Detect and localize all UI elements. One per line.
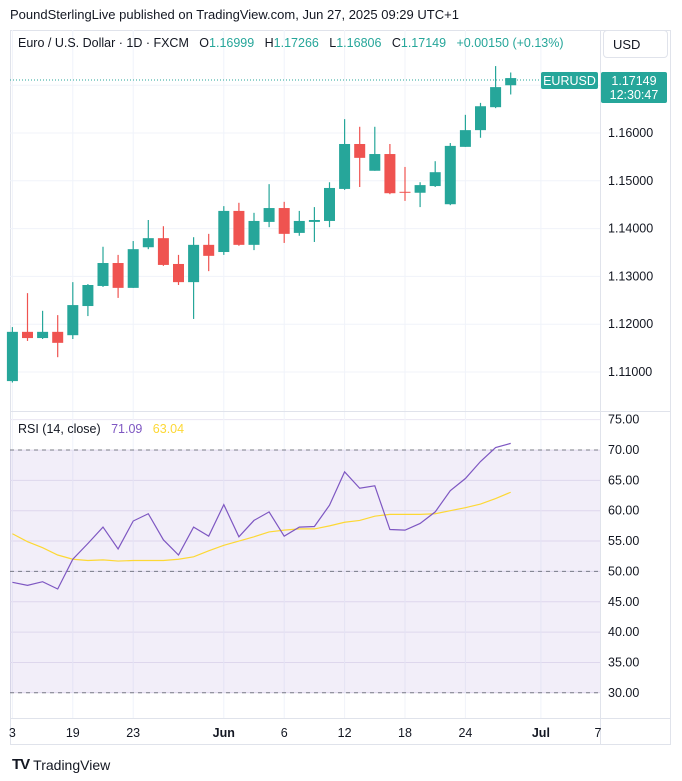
candle-up	[127, 249, 139, 288]
open-label: O	[199, 36, 210, 50]
high-label: H	[264, 36, 274, 50]
bar-countdown: 12:30:47	[610, 88, 659, 102]
price-tick-label: 1.14000	[608, 222, 653, 236]
low-label: L	[329, 36, 337, 50]
price-tick-label: 1.12000	[608, 317, 653, 331]
candle-up	[67, 305, 79, 336]
candle-down	[233, 210, 245, 245]
candle-up	[490, 87, 502, 108]
candle-up	[369, 154, 381, 171]
candle-up	[37, 331, 49, 339]
currency-button[interactable]: USD	[603, 30, 668, 58]
candle-down	[278, 208, 290, 234]
rsi-title[interactable]: RSI (14, close)	[18, 422, 101, 436]
time-tick-label: 6	[281, 726, 288, 740]
candle-down	[22, 331, 33, 339]
candle-down	[203, 244, 215, 256]
time-tick-label: 23	[126, 726, 140, 740]
candle-up	[414, 185, 426, 193]
close-label: C	[391, 36, 401, 50]
time-tick-label: 7	[595, 726, 602, 740]
chart-frame	[10, 30, 671, 745]
candle-up	[339, 143, 351, 189]
candle-down	[384, 154, 396, 194]
price-tick-label: 1.15000	[608, 174, 653, 188]
candle-up	[97, 263, 109, 286]
time-tick-label: 12	[338, 726, 352, 740]
candles	[6, 66, 517, 383]
rsi-tick-label: 65.00	[608, 473, 639, 487]
close-value: 1.17149	[400, 36, 447, 50]
candle-down	[354, 143, 366, 158]
rsi-tick-label: 55.00	[608, 534, 639, 548]
rsi-tick-label: 45.00	[608, 595, 639, 609]
time-tick-label: Jul	[532, 726, 550, 740]
change-value: +0.00150 (+0.13%)	[456, 36, 564, 50]
symbol-legend: Euro / U.S. Dollar · 1D · FXCM O1.16999 …	[18, 36, 564, 50]
candle-up	[475, 106, 486, 131]
candle-up	[188, 244, 200, 283]
candle-up	[444, 145, 456, 205]
rsi-tick-label: 30.00	[608, 686, 639, 700]
time-tick-label: 18	[398, 726, 412, 740]
tradingview-brand[interactable]: TradingView	[33, 756, 111, 773]
rsi-ma-line	[12, 491, 511, 562]
price-axis: 1.16000 1.15000 1.14000 1.13000 1.12000 1.110…	[608, 126, 653, 379]
time-tick-label: 3	[9, 726, 16, 740]
high-value: 1.17266	[273, 36, 319, 50]
rsi-band-lines	[10, 449, 600, 694]
candle-down	[112, 263, 124, 288]
rsi-axis: 75.00 70.00 65.00 60.00 55.00 50.00 45.00 40.00…	[608, 413, 639, 700]
candle-down	[399, 191, 411, 193]
publisher-caption: PoundSterlingLive published on TradingVi…	[10, 7, 459, 22]
symbol-name[interactable]: Euro / U.S. Dollar · 1D · FXCM	[18, 36, 189, 50]
rsi-line	[12, 442, 511, 590]
candle-down	[173, 263, 184, 283]
rsi-tick-label: 60.00	[608, 504, 639, 518]
last-price-value: 1.17149	[611, 74, 656, 88]
open-value: 1.16999	[209, 36, 255, 50]
price-tick-label: 1.16000	[608, 126, 653, 140]
candle-down	[157, 238, 169, 265]
candle-up	[459, 130, 471, 147]
time-axis: 3 19 23 Jun 6 12 18 24 Jul 7	[9, 726, 602, 740]
time-tick-label: Jun	[213, 726, 235, 740]
rsi-tick-label: 35.00	[608, 655, 639, 669]
rsi-ma-value: 63.04	[152, 422, 185, 436]
rsi-tick-label: 70.00	[608, 443, 639, 457]
time-tick-label: 19	[66, 726, 80, 740]
price-tick-label: 1.11000	[608, 365, 652, 379]
candle-up	[248, 220, 260, 245]
rsi-tick-label: 50.00	[608, 564, 639, 578]
candle-up	[142, 238, 154, 248]
candle-up	[505, 78, 517, 86]
footer: TV TradingView	[12, 756, 110, 773]
ticker-badge-label: EURUSD	[543, 74, 596, 88]
rsi-value: 71.09	[111, 422, 143, 436]
last-price-badge	[601, 72, 667, 103]
candle-up	[82, 285, 94, 307]
ticker-badge	[541, 72, 598, 89]
candle-up	[429, 172, 441, 187]
candle-up	[293, 220, 305, 233]
candle-up	[218, 210, 230, 253]
candle-down	[52, 331, 64, 343]
price-tick-label: 1.13000	[608, 269, 653, 283]
candle-up	[308, 219, 320, 222]
time-tick-label: 24	[458, 726, 472, 740]
tradingview-logo-icon[interactable]: TV	[12, 756, 30, 773]
low-value: 1.16806	[336, 36, 382, 50]
candle-up	[324, 187, 335, 221]
candle-up	[6, 331, 18, 382]
rsi-tick-label: 40.00	[608, 625, 639, 639]
rsi-tick-label: 75.00	[608, 413, 639, 427]
candle-up	[263, 208, 275, 222]
rsi-legend: RSI (14, close) 71.09 63.04	[18, 422, 184, 436]
